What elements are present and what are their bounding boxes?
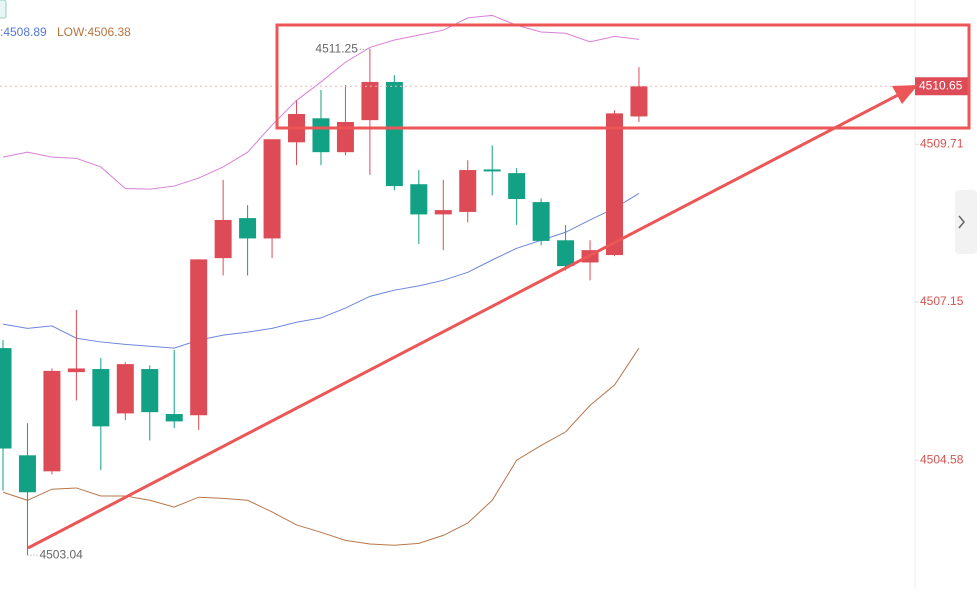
plot-area: 4504.58 4507.15 4509.71 4511.25 4503.04 4510.…	[0, 14, 969, 561]
candle-body	[606, 113, 623, 256]
candle-body	[410, 184, 428, 215]
trend-arrow	[27, 93, 899, 550]
indicator-tab	[0, 0, 7, 19]
candle-body	[214, 219, 232, 259]
candle-body	[92, 369, 110, 427]
low-label: 4503.04	[39, 547, 83, 561]
scroll-button[interactable]	[955, 190, 977, 254]
high-label: 4511.25	[315, 41, 358, 55]
header-high: :4508.89	[0, 25, 47, 39]
candle-body	[385, 81, 403, 187]
candle-body	[361, 81, 379, 121]
y-tick-label: 4507.15	[920, 294, 964, 308]
candle-body	[508, 173, 526, 200]
candle-body	[116, 364, 134, 414]
arrow-head	[892, 85, 918, 104]
scroll-icon[interactable]	[958, 215, 965, 229]
band-line	[2, 193, 640, 349]
candle-body	[312, 118, 330, 153]
candle-body	[483, 169, 501, 172]
candle-body	[67, 368, 85, 373]
candle-body	[557, 240, 575, 267]
candle-body	[336, 121, 354, 153]
price-tag	[915, 77, 969, 96]
highlight-box	[275, 23, 971, 130]
candle-body	[459, 170, 477, 212]
candle-body	[190, 259, 208, 416]
candle-body	[43, 370, 61, 472]
candle-body	[263, 139, 281, 239]
candle-body	[18, 455, 36, 493]
candle-body	[0, 348, 12, 449]
candle-body	[165, 414, 183, 422]
price-tag-label: 4510.65	[919, 78, 963, 92]
band-line	[2, 347, 640, 546]
y-tick-label: 4509.71	[920, 136, 964, 150]
candle-body	[630, 86, 648, 117]
candle-body	[434, 210, 452, 215]
band-line	[2, 14, 640, 190]
candle-body	[239, 218, 257, 239]
candle-body	[141, 369, 159, 413]
y-tick-label: 4504.58	[920, 452, 964, 466]
header-low: LOW:4506.38	[57, 25, 131, 39]
candle-body	[532, 202, 550, 241]
